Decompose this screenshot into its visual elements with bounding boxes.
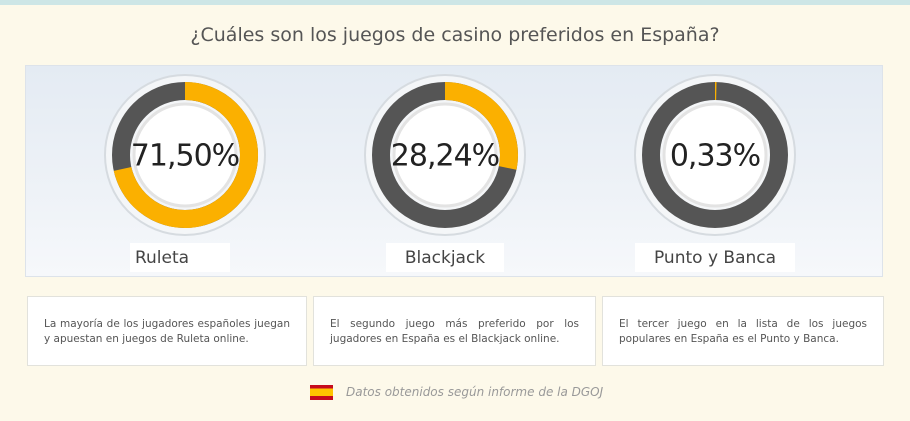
label-box xyxy=(386,243,504,272)
value-label: 28,24% xyxy=(391,139,499,174)
source-note: Datos obtenidos según informe de la DGOJ xyxy=(346,385,604,399)
gauge-inner xyxy=(662,102,768,208)
label-box xyxy=(635,243,795,272)
description: La mayoría de los jugadores españoles ju… xyxy=(27,296,307,366)
gauge-arc xyxy=(444,82,518,170)
gauge-arc xyxy=(113,82,258,228)
spain-flag xyxy=(310,385,333,400)
value-label: 71,50% xyxy=(131,139,239,174)
gauge-inner xyxy=(392,102,498,208)
top-bar xyxy=(0,0,910,5)
value-label: 0,33% xyxy=(670,139,760,174)
description: El tercer juego en la lista de los juego… xyxy=(602,296,884,366)
category-label: Ruleta xyxy=(135,248,189,268)
category-label: Punto y Banca xyxy=(654,248,776,268)
label-box xyxy=(130,243,230,272)
description: El segundo juego más preferido por los j… xyxy=(313,296,596,366)
chart-title: ¿Cuáles son los juegos de casino preferi… xyxy=(190,24,720,46)
gauge-inner xyxy=(132,102,238,208)
category-label: Blackjack xyxy=(405,248,485,268)
